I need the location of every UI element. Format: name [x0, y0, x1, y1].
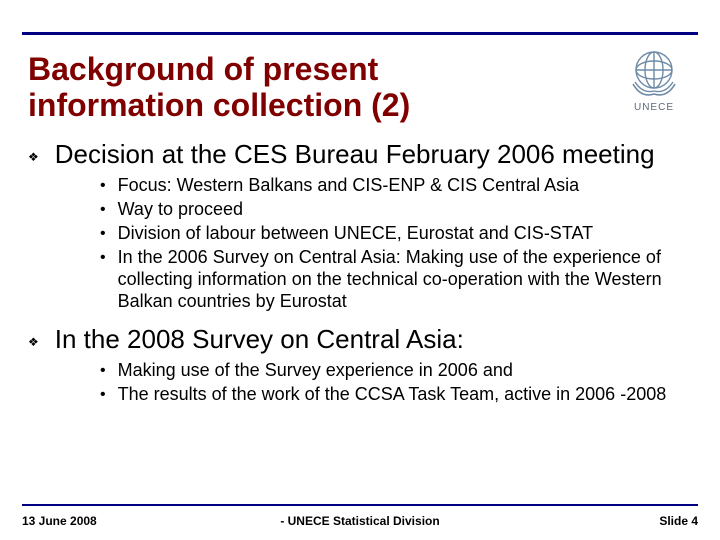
section-heading: In the 2008 Survey on Central Asia: [55, 325, 464, 354]
list-item: • Making use of the Survey experience in… [100, 360, 694, 382]
footer-date: 13 June 2008 [22, 514, 97, 528]
bullet-dot-icon: • [100, 199, 106, 221]
bullet-dot-icon: • [100, 223, 106, 245]
list-item-text: Way to proceed [118, 199, 243, 221]
diamond-bullet-icon: ❖ [28, 335, 39, 349]
bullet-dot-icon: • [100, 175, 106, 197]
list-item: • Focus: Western Balkans and CIS-ENP & C… [100, 175, 694, 197]
section-heading: Decision at the CES Bureau February 2006… [55, 140, 655, 169]
footer-org: - UNECE Statistical Division [22, 514, 698, 528]
section-1-items: • Focus: Western Balkans and CIS-ENP & C… [100, 175, 694, 313]
list-item: • In the 2006 Survey on Central Asia: Ma… [100, 247, 694, 313]
section-2: ❖ In the 2008 Survey on Central Asia: • … [28, 325, 694, 406]
logo-label: UNECE [614, 102, 694, 113]
bullet-dot-icon: • [100, 360, 106, 382]
list-item: • Division of labour between UNECE, Euro… [100, 223, 694, 245]
top-rule [22, 32, 698, 35]
diamond-bullet-icon: ❖ [28, 150, 39, 164]
bullet-dot-icon: • [100, 247, 106, 269]
list-item-text: Focus: Western Balkans and CIS-ENP & CIS… [118, 175, 580, 197]
un-emblem-icon [623, 44, 685, 100]
unece-logo: UNECE [614, 44, 694, 113]
list-item-text: In the 2006 Survey on Central Asia: Maki… [118, 247, 694, 313]
list-item-text: The results of the work of the CCSA Task… [118, 384, 667, 406]
list-item: • Way to proceed [100, 199, 694, 221]
slide-title: Background of present information collec… [28, 52, 548, 124]
list-item-text: Making use of the Survey experience in 2… [118, 360, 513, 382]
section-2-items: • Making use of the Survey experience in… [100, 360, 694, 406]
bullet-dot-icon: • [100, 384, 106, 406]
content-area: ❖ Decision at the CES Bureau February 20… [28, 140, 694, 418]
footer-rule [22, 504, 698, 506]
list-item: • The results of the work of the CCSA Ta… [100, 384, 694, 406]
list-item-text: Division of labour between UNECE, Eurost… [118, 223, 594, 245]
footer-slide-number: Slide 4 [659, 514, 698, 528]
footer: 13 June 2008 - UNECE Statistical Divisio… [22, 514, 698, 528]
section-1: ❖ Decision at the CES Bureau February 20… [28, 140, 694, 313]
